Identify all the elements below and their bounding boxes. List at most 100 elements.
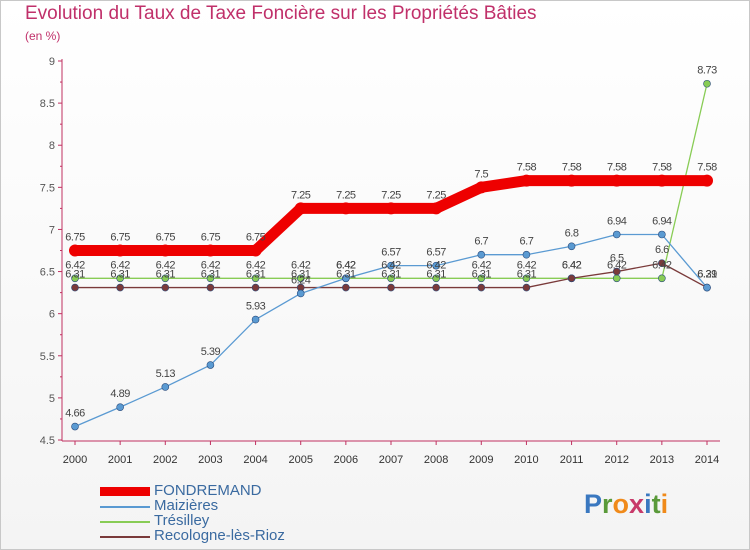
data-label: 6.75 bbox=[65, 232, 85, 244]
data-point bbox=[249, 244, 262, 257]
data-label: 6.31 bbox=[381, 269, 401, 281]
data-label: 6.8 bbox=[565, 227, 579, 239]
data-label: 6.31 bbox=[426, 269, 446, 281]
data-point bbox=[387, 261, 395, 270]
data-label: 7.25 bbox=[381, 189, 401, 201]
data-point bbox=[477, 283, 486, 292]
data-point bbox=[520, 174, 533, 187]
data-point bbox=[251, 315, 260, 324]
x-tick-label: 2012 bbox=[604, 454, 628, 466]
data-point bbox=[204, 244, 217, 257]
data-point bbox=[296, 274, 305, 283]
data-label: 7.58 bbox=[697, 162, 717, 174]
data-point bbox=[655, 174, 668, 187]
data-label: 6.42 bbox=[562, 259, 582, 271]
data-label: 7.58 bbox=[652, 162, 672, 174]
data-point bbox=[161, 283, 170, 292]
data-label: 6.31 bbox=[697, 269, 717, 281]
data-label: 7.58 bbox=[607, 162, 627, 174]
data-point bbox=[251, 283, 260, 292]
data-label: 6.31 bbox=[517, 269, 537, 281]
data-point bbox=[296, 289, 305, 298]
legend-swatch bbox=[100, 536, 150, 538]
y-tick-label: 8 bbox=[49, 140, 55, 152]
data-label: 6.31 bbox=[246, 269, 266, 281]
data-label: 6.94 bbox=[652, 215, 672, 227]
data-label: 6.42 bbox=[426, 259, 446, 271]
chart-unit-label: (en %) bbox=[25, 29, 61, 43]
logo-letter: r bbox=[602, 489, 613, 519]
x-tick-label: 2004 bbox=[243, 454, 267, 466]
data-label: 5.39 bbox=[201, 346, 221, 358]
logo-letter: x bbox=[629, 489, 645, 519]
data-label: 6.31 bbox=[336, 269, 356, 281]
legend-swatch bbox=[100, 506, 150, 508]
series-points bbox=[69, 79, 713, 431]
data-label: 6.6 bbox=[655, 244, 669, 256]
data-point bbox=[703, 79, 711, 88]
data-point bbox=[114, 244, 127, 257]
data-label: 6.75 bbox=[156, 232, 176, 244]
data-label: 4.89 bbox=[110, 388, 130, 400]
data-label: 6.42 bbox=[562, 259, 582, 271]
x-tick-label: 2000 bbox=[63, 454, 87, 466]
data-point bbox=[432, 261, 440, 270]
data-point bbox=[251, 274, 260, 283]
x-tick-label: 2005 bbox=[288, 454, 312, 466]
x-tick-label: 2013 bbox=[650, 454, 674, 466]
data-label: 6.42 bbox=[652, 259, 672, 271]
data-point bbox=[658, 259, 666, 267]
data-point bbox=[116, 283, 124, 292]
data-point bbox=[206, 361, 215, 369]
data-point bbox=[387, 274, 395, 283]
y-tick-label: 7 bbox=[49, 224, 55, 236]
data-label: 7.25 bbox=[426, 189, 446, 201]
y-tick-label: 6.5 bbox=[40, 267, 55, 279]
data-label: 5.93 bbox=[246, 301, 266, 313]
data-point bbox=[522, 274, 531, 283]
legend-label: FONDREMAND bbox=[154, 482, 262, 499]
x-tick-label: 2007 bbox=[379, 454, 403, 466]
chart-title: Evolution du Taux de Taxe Foncière sur l… bbox=[25, 3, 537, 24]
data-point bbox=[206, 274, 215, 283]
y-tick-label: 6 bbox=[49, 309, 55, 321]
x-tick-label: 2002 bbox=[153, 454, 177, 466]
data-label: 6.42 bbox=[336, 259, 356, 271]
data-label: 6.5 bbox=[610, 253, 624, 265]
data-point bbox=[69, 244, 81, 257]
y-tick-label: 4.5 bbox=[40, 435, 55, 447]
data-point bbox=[294, 202, 307, 215]
y-tick-label: 5 bbox=[49, 393, 55, 405]
data-point bbox=[71, 422, 79, 431]
data-label: 6.29 bbox=[697, 269, 717, 281]
data-point bbox=[522, 250, 531, 259]
data-label: 6.42 bbox=[381, 259, 401, 271]
data-label: 6.42 bbox=[156, 259, 176, 271]
data-label: 6.31 bbox=[65, 269, 85, 281]
data-point bbox=[161, 383, 170, 391]
legend-label: Trésilley bbox=[154, 512, 210, 529]
x-tick-label: 2006 bbox=[334, 454, 358, 466]
x-tick-label: 2014 bbox=[695, 454, 719, 466]
data-label: 6.31 bbox=[201, 269, 221, 281]
data-point bbox=[477, 250, 486, 259]
data-point bbox=[522, 283, 531, 292]
data-label: 6.31 bbox=[472, 269, 492, 281]
data-label: 6.42 bbox=[246, 259, 266, 271]
y-tick-label: 7.5 bbox=[40, 182, 55, 194]
y-tick-label: 9 bbox=[49, 56, 55, 68]
data-label: 6.75 bbox=[201, 232, 221, 244]
data-label: 6.42 bbox=[291, 259, 311, 271]
data-point bbox=[658, 274, 666, 283]
x-tick-label: 2001 bbox=[108, 454, 132, 466]
data-label: 7.5 bbox=[474, 168, 488, 180]
x-tick-label: 2011 bbox=[560, 454, 584, 466]
data-label: 6.57 bbox=[426, 247, 446, 259]
logo-letter: o bbox=[612, 489, 630, 519]
data-label: 6.31 bbox=[291, 269, 311, 281]
data-label: 6.75 bbox=[246, 232, 266, 244]
data-point bbox=[658, 230, 666, 239]
data-label: 6.7 bbox=[520, 236, 534, 248]
